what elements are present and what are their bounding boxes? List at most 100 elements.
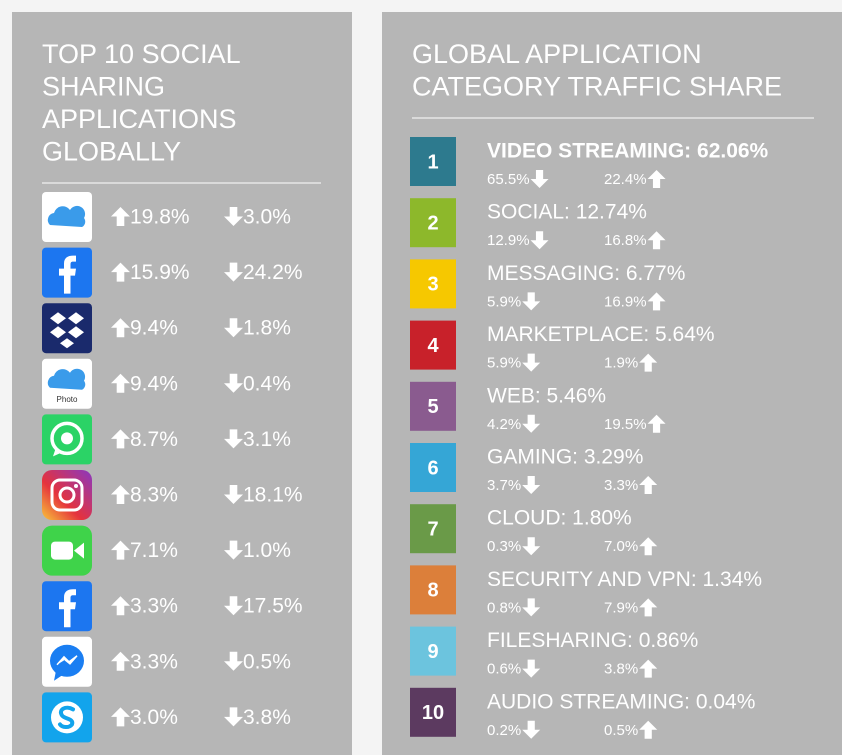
icon-shape [47, 205, 86, 227]
icon-shape [47, 368, 86, 390]
category-label: VIDEO STREAMING: 62.06% [487, 140, 769, 163]
up-value: 1.9% [604, 355, 638, 372]
down-value: 0.3% [487, 538, 521, 555]
panel-title: GLOBAL APPLICATION [412, 39, 702, 69]
arrow-up [111, 207, 130, 226]
app-icon [42, 247, 92, 298]
arrow-down [522, 720, 541, 739]
arrow-up [111, 318, 130, 338]
arrow-up [647, 292, 666, 311]
arrow-down [522, 414, 541, 433]
rank-box [410, 565, 456, 615]
arrow-down [224, 373, 243, 393]
arrow-down [530, 170, 549, 188]
rank-box [410, 504, 456, 554]
app-icon [42, 470, 92, 520]
category-label: CLOUD: 1.80% [487, 507, 632, 530]
down-value: 0.5% [243, 650, 291, 673]
down-value: 3.1% [243, 428, 291, 451]
category-label: AUDIO STREAMING: 0.04% [487, 690, 755, 713]
up-value: 19.5% [604, 416, 647, 433]
down-value: 3.0% [243, 206, 291, 229]
down-value: 1.8% [243, 317, 291, 340]
app-icon [42, 692, 92, 743]
icon-shape [61, 432, 73, 445]
arrow-down [224, 707, 243, 727]
icon-bg [42, 470, 92, 520]
down-value: 3.8% [243, 706, 291, 729]
arrow-down [522, 353, 541, 372]
category-label: MESSAGING: 6.77% [487, 262, 685, 285]
arrow-up [111, 707, 130, 727]
arrow-up [647, 231, 666, 250]
rank-box [410, 443, 456, 492]
panel-title: APPLICATIONS [42, 104, 237, 134]
icon-shape [51, 541, 73, 560]
icon-shape [74, 484, 78, 488]
icon-shape [50, 421, 84, 456]
rank: 4 [427, 335, 439, 357]
arrow-up [639, 537, 658, 556]
rank-box [410, 137, 456, 186]
rank: 10 [422, 702, 444, 724]
down-value: 0.6% [487, 661, 521, 678]
down-value: 4.2% [487, 416, 521, 433]
rank: 8 [427, 580, 438, 602]
up-value: 19.8% [130, 206, 190, 229]
up-value: 8.7% [130, 428, 178, 451]
rank: 2 [427, 212, 438, 234]
down-value: 0.8% [487, 599, 521, 616]
rank-box [410, 320, 456, 370]
arrow-up [111, 373, 130, 393]
up-value: 3.3% [130, 650, 178, 673]
up-value: 9.4% [130, 372, 178, 395]
arrow-up [639, 659, 658, 678]
app-icon [42, 358, 92, 409]
down-value: 5.9% [487, 355, 521, 372]
icon-shape [53, 447, 62, 457]
app-icon [42, 525, 92, 576]
icon-shape [58, 486, 76, 504]
arrow-down [224, 262, 243, 282]
icon-shape [50, 312, 66, 325]
icon-shape [54, 670, 63, 681]
rank: 9 [427, 641, 438, 663]
rank: 7 [427, 518, 438, 540]
arrow-down [224, 207, 243, 226]
rank: 5 [427, 396, 438, 418]
down-value: 5.9% [487, 293, 521, 310]
rank: 3 [427, 274, 438, 296]
app-icon [42, 636, 92, 687]
up-value: 0.5% [604, 722, 638, 739]
app-icon [42, 581, 92, 632]
category-label: SECURITY AND VPN: 1.34% [487, 568, 762, 591]
right-panel [382, 12, 842, 755]
arrow-down [224, 596, 243, 616]
rank-box [410, 381, 456, 431]
arrow-down [522, 598, 541, 617]
category-label: WEB: 5.46% [487, 384, 606, 407]
up-value: 22.4% [604, 171, 647, 188]
panel-title: GLOBALLY [42, 137, 181, 167]
arrow-up [111, 429, 130, 449]
up-value: 7.0% [604, 538, 638, 555]
up-value: 3.3% [130, 595, 178, 618]
down-value: 0.4% [243, 372, 291, 395]
arrow-up [111, 540, 130, 560]
app-icon [42, 414, 92, 465]
category-label: SOCIAL: 12.74% [487, 201, 647, 224]
up-value: 3.0% [130, 706, 178, 729]
icon-shape [60, 338, 74, 349]
arrow-up [111, 596, 130, 616]
up-value: 3.3% [604, 477, 638, 494]
up-value: 16.8% [604, 232, 647, 249]
icon-shape [68, 312, 84, 325]
down-value: 12.9% [487, 232, 530, 249]
arrow-down [522, 537, 541, 556]
rank-box [410, 198, 456, 248]
arrow-down [224, 429, 243, 449]
panel-title: TOP 10 SOCIAL [42, 39, 241, 69]
up-value: 16.9% [604, 293, 647, 310]
